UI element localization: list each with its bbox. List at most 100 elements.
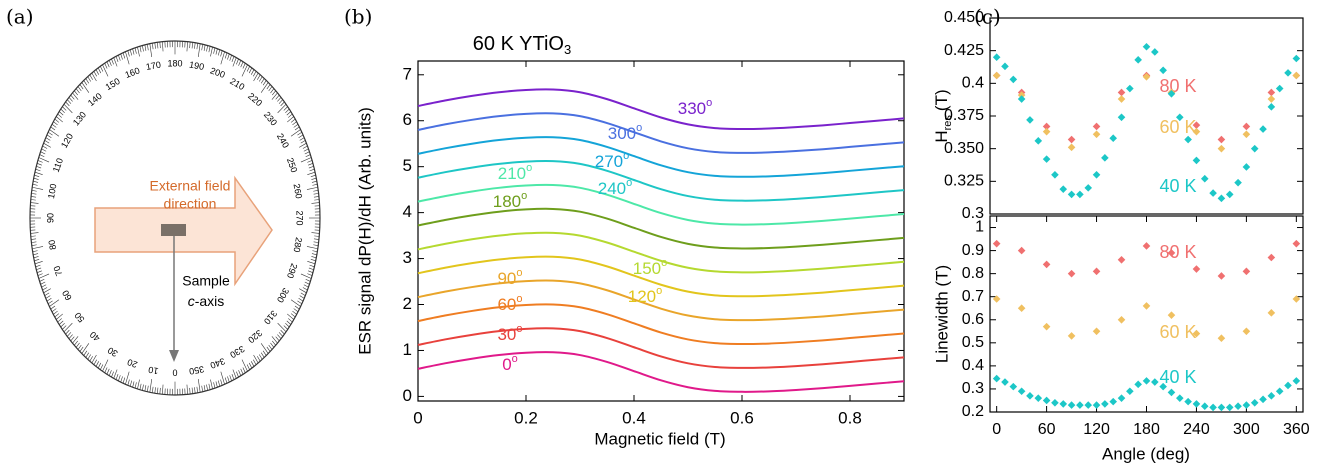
point <box>1192 156 1201 165</box>
dial-tick <box>106 61 110 68</box>
point <box>1042 322 1051 331</box>
dial-tick <box>242 63 246 69</box>
dial-tick <box>300 157 312 163</box>
dial-tick <box>87 76 92 82</box>
y-tick-label: 0.3 <box>962 205 984 222</box>
dial-tick <box>39 154 45 158</box>
point <box>1267 88 1276 97</box>
dial-tick <box>127 50 130 57</box>
point <box>1092 130 1101 139</box>
point <box>1026 392 1034 400</box>
point <box>1284 381 1292 390</box>
y-tick-label: 0.350 <box>944 140 984 157</box>
point <box>1184 135 1192 144</box>
dial-tick <box>217 380 221 387</box>
dial-label: 10 <box>148 364 160 376</box>
dial-tick <box>258 354 263 360</box>
dial-tick <box>32 186 44 190</box>
curve <box>417 207 905 250</box>
dial-tick <box>220 51 225 65</box>
dial-tick <box>44 292 50 296</box>
point <box>1217 144 1226 153</box>
y-tick-label: 3 <box>403 248 412 267</box>
point <box>1101 400 1109 408</box>
dial-label: 340 <box>209 356 227 371</box>
dial-tick <box>149 379 153 393</box>
dial-label: 210 <box>228 76 246 92</box>
dial-tick <box>139 383 142 390</box>
dial-tick <box>41 284 47 288</box>
dial-tick <box>125 371 130 385</box>
dial-tick <box>77 344 82 350</box>
y-tick-label: 0.375 <box>944 107 984 124</box>
point <box>1151 378 1159 386</box>
dial-tick <box>277 322 287 332</box>
point <box>1267 392 1276 400</box>
dial-tick <box>232 369 237 379</box>
point <box>1142 42 1151 51</box>
dial-tick <box>91 354 97 364</box>
dial-tick <box>144 44 147 51</box>
axis-italic: c <box>188 293 195 309</box>
point <box>992 239 1001 248</box>
curve-label-name: 210 <box>498 164 526 183</box>
y-tick-label: 0.2 <box>962 403 984 420</box>
x-tick-label: 0 <box>992 421 1001 438</box>
curve-label-name: 180 <box>493 192 521 211</box>
y-tick-label: 7 <box>403 64 412 83</box>
dial-tick <box>40 151 46 155</box>
dial-tick <box>147 385 149 392</box>
dial-tick <box>309 264 315 268</box>
dial-tick <box>75 88 80 94</box>
curve-label: 30o <box>497 323 522 345</box>
dial-tick <box>85 78 90 84</box>
point <box>1217 194 1226 203</box>
dial-tick <box>313 238 319 240</box>
curve-label-name: 270 <box>595 152 623 171</box>
dial-tick <box>203 385 206 392</box>
dial-tick <box>290 299 301 307</box>
dial-tick <box>41 148 47 152</box>
x-tick-label: 0 <box>413 408 422 427</box>
panel-label: (a) <box>6 5 34 29</box>
x-tick-label: 360 <box>1283 421 1310 438</box>
point <box>992 374 1001 383</box>
curve <box>417 183 905 226</box>
dial-tick <box>304 151 310 155</box>
dial-tick <box>115 56 119 62</box>
dial-tick <box>271 336 278 344</box>
point <box>1159 66 1167 75</box>
curve-label-name: 60 <box>497 295 516 314</box>
dial-label: 70 <box>51 264 64 277</box>
dial-tick <box>227 376 230 383</box>
dial-tick <box>306 186 318 190</box>
dial-tick <box>293 123 299 128</box>
point <box>1142 377 1151 385</box>
dial-tick <box>31 196 37 198</box>
point <box>1126 387 1134 396</box>
point <box>1117 315 1126 324</box>
point <box>1250 398 1259 407</box>
dial-tick <box>31 190 37 192</box>
point <box>1001 378 1009 386</box>
dial-tick <box>122 377 126 384</box>
point <box>1084 184 1093 192</box>
dial-tick <box>275 336 280 342</box>
point <box>1192 127 1201 136</box>
dial-label: 260 <box>292 183 304 200</box>
dial-tick <box>308 163 314 166</box>
curve-label-name: 30 <box>497 325 516 344</box>
dial-tick <box>42 145 48 149</box>
point <box>1051 171 1059 179</box>
point <box>1109 134 1118 143</box>
dial-tick <box>63 322 73 332</box>
dial-tick <box>31 193 37 195</box>
point <box>1200 402 1209 411</box>
dial-tick <box>79 84 84 90</box>
point <box>1242 130 1251 139</box>
dial-tick <box>220 379 223 386</box>
dial-tick <box>287 116 294 123</box>
curve-label: 270o <box>595 150 630 172</box>
point <box>1126 84 1134 93</box>
dial-tick <box>144 385 147 392</box>
